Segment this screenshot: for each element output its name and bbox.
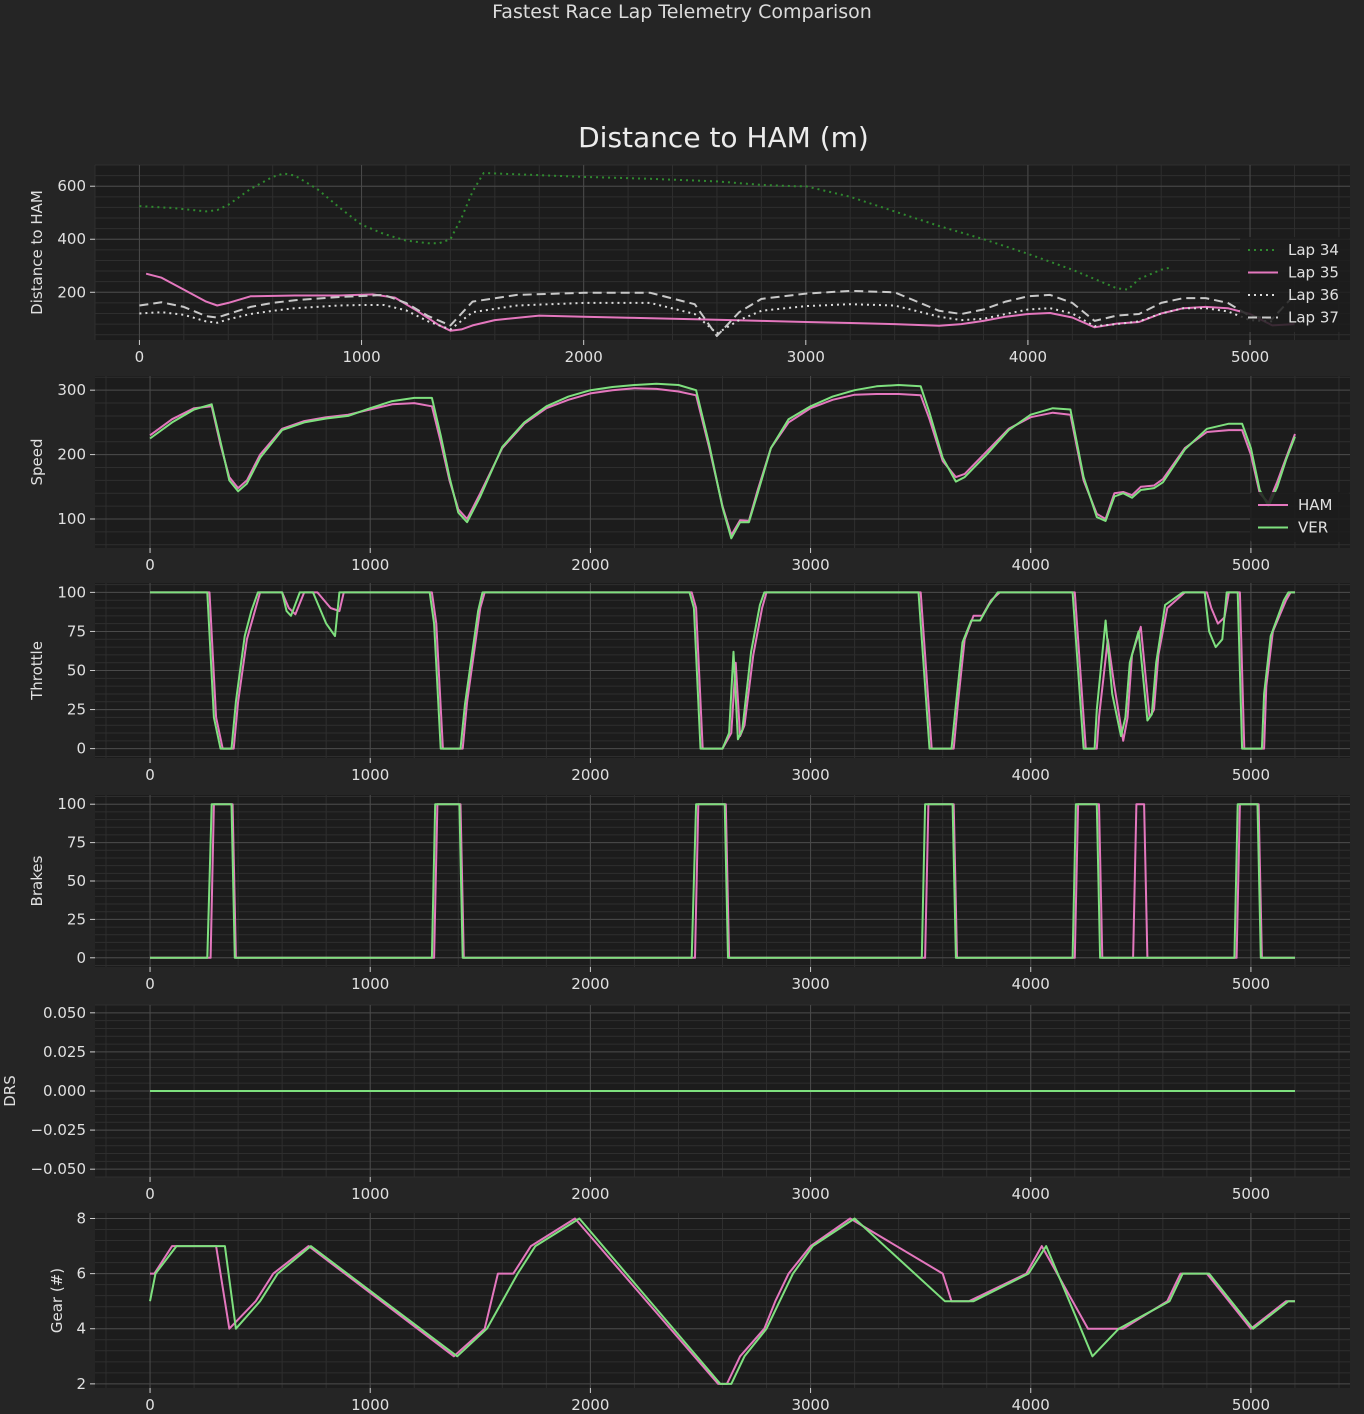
- legend-box: [1240, 237, 1350, 332]
- y-tick-label: 0: [76, 740, 86, 758]
- y-axis-label: Speed: [28, 438, 46, 485]
- y-tick-label: 0: [76, 949, 86, 967]
- subplot-2: 0 1000 2000 3000 4000 5000 100 200 300 Speed HAM VE…: [28, 376, 1350, 574]
- y-tick-label: 25: [67, 910, 86, 928]
- x-tick-label: 4000: [1012, 1396, 1050, 1414]
- legend: Lap 34 Lap 35 Lap 36 Lap 37: [1240, 237, 1350, 332]
- legend-label: Lap 35: [1288, 264, 1339, 282]
- series-line-ver: [150, 591, 1295, 750]
- subplot-1: 0 1000 2000 3000 4000 5000 200 400 600 Distance t…: [28, 164, 1350, 366]
- subplot-4: 0 1000 2000 3000 4000 5000 0 25 50 75 100 Brakes: [28, 795, 1350, 993]
- y-tick-label: 50: [67, 662, 86, 680]
- x-tick-label: 3000: [791, 975, 829, 993]
- x-tick-label: 5000: [1232, 556, 1270, 574]
- x-tick-label: 0: [135, 348, 145, 366]
- x-tick-label: 2000: [571, 556, 609, 574]
- y-tick-label: 4: [76, 1320, 86, 1338]
- y-tick-label: −0.050: [30, 1160, 86, 1178]
- axes-background: [95, 165, 1350, 340]
- series-line-lap-36: [139, 301, 1273, 335]
- legend-label: Lap 37: [1288, 309, 1339, 327]
- x-tick-label: 3000: [787, 348, 825, 366]
- y-tick-label: 25: [67, 701, 86, 719]
- y-axis-label: Gear (#): [48, 1268, 66, 1333]
- x-tick-label: 3000: [791, 766, 829, 784]
- x-tick-label: 0: [145, 1185, 155, 1203]
- x-tick-label: 3000: [791, 556, 829, 574]
- y-tick-label: 200: [57, 446, 86, 464]
- x-tick-label: 3000: [791, 1185, 829, 1203]
- subplot-6: 0 1000 2000 3000 4000 5000 2 4 6 8 Gear (#): [48, 1210, 1350, 1414]
- x-tick-label: 4000: [1012, 556, 1050, 574]
- x-tick-label: 2000: [571, 766, 609, 784]
- y-tick-label: 200: [57, 283, 86, 301]
- legend-label: Lap 34: [1288, 241, 1339, 259]
- x-tick-label: 5000: [1232, 1185, 1270, 1203]
- y-tick-label: 0.050: [43, 1004, 86, 1022]
- x-tick-label: 1000: [351, 766, 389, 784]
- x-tick-label: 3000: [791, 1396, 829, 1414]
- y-tick-label: 300: [57, 381, 86, 399]
- series-line-lap-37: [139, 289, 1296, 337]
- x-tick-label: 4000: [1012, 766, 1050, 784]
- y-tick-label: 75: [67, 622, 86, 640]
- series-line-lap-35: [145, 272, 1295, 332]
- x-tick-label: 1000: [342, 348, 380, 366]
- y-tick-label: 100: [57, 583, 86, 601]
- series-line-lap-34: [139, 172, 1173, 291]
- series-line-ver: [150, 803, 1295, 959]
- x-tick-label: 5000: [1232, 1396, 1270, 1414]
- series-line-ham: [150, 1217, 1295, 1385]
- y-tick-label: 50: [67, 872, 86, 890]
- x-tick-label: 0: [145, 766, 155, 784]
- panel-title: Distance to HAM (m): [578, 121, 869, 154]
- x-tick-label: 5000: [1232, 975, 1270, 993]
- x-tick-label: 1000: [351, 1396, 389, 1414]
- y-tick-label: 400: [57, 230, 86, 248]
- x-tick-label: 4000: [1012, 975, 1050, 993]
- y-tick-label: 100: [57, 795, 86, 813]
- y-tick-label: 100: [57, 510, 86, 528]
- y-tick-label: 0.000: [43, 1082, 86, 1100]
- legend-label: Lap 36: [1288, 286, 1339, 304]
- y-axis-label: Throttle: [28, 641, 46, 701]
- legend-label: VER: [1298, 519, 1328, 537]
- y-tick-label: 600: [57, 177, 86, 195]
- x-tick-label: 1000: [351, 556, 389, 574]
- x-tick-label: 2000: [571, 1396, 609, 1414]
- subplot-5: 0 1000 2000 3000 4000 5000 −0.050 −0.025 0.000 0.…: [1, 1004, 1350, 1203]
- x-tick-label: 1000: [351, 1185, 389, 1203]
- x-tick-label: 2000: [571, 975, 609, 993]
- x-tick-label: 1000: [351, 975, 389, 993]
- x-tick-label: 2000: [565, 348, 603, 366]
- x-tick-label: 0: [145, 975, 155, 993]
- x-tick-label: 0: [145, 1396, 155, 1414]
- series-line-ver: [149, 382, 1296, 540]
- y-axis-label: Brakes: [28, 855, 46, 906]
- y-tick-label: 0.025: [43, 1043, 86, 1061]
- y-axis-label: Distance to HAM: [28, 190, 46, 315]
- x-tick-label: 0: [145, 556, 155, 574]
- legend: HAM VER: [1250, 492, 1350, 542]
- y-tick-label: 8: [76, 1210, 86, 1228]
- x-tick-label: 5000: [1231, 348, 1269, 366]
- subplot-3: 0 1000 2000 3000 4000 5000 0 25 50 75 100 Throttle: [28, 583, 1350, 784]
- legend-label: HAM: [1298, 496, 1332, 514]
- y-tick-label: −0.025: [30, 1121, 86, 1139]
- x-tick-label: 5000: [1232, 766, 1270, 784]
- y-tick-label: 6: [76, 1265, 86, 1283]
- figure-suptitle: Fastest Race Lap Telemetry Comparison: [492, 1, 872, 23]
- y-tick-label: 2: [76, 1375, 86, 1393]
- y-axis-label: DRS: [1, 1075, 19, 1107]
- x-tick-label: 4000: [1012, 1185, 1050, 1203]
- x-tick-label: 4000: [1009, 348, 1047, 366]
- x-tick-label: 2000: [571, 1185, 609, 1203]
- y-tick-label: 75: [67, 834, 86, 852]
- series-line-ver: [149, 1217, 1295, 1385]
